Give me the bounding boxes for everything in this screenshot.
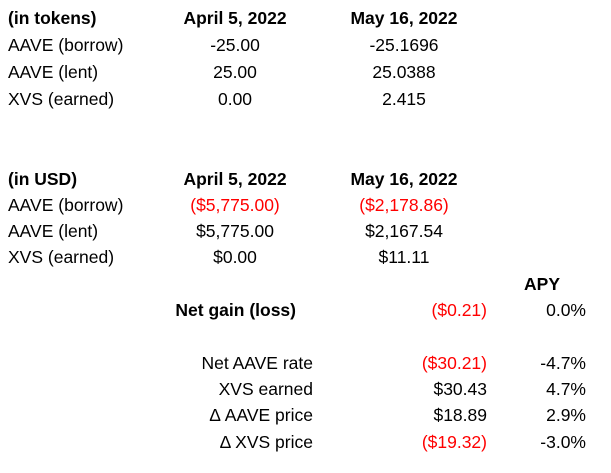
breakdown-value: $18.89 [433,405,487,425]
breakdown-apy: -4.7% [540,353,586,373]
usd-header-date2: May 16, 2022 [350,169,458,189]
tokens-row-label: AAVE (lent) [8,62,99,82]
usd-row-label: AAVE (borrow) [8,195,124,215]
breakdown-apy: 4.7% [546,379,586,399]
breakdown-apy: 2.9% [546,405,586,425]
breakdown-label: Net AAVE rate [201,353,313,373]
usd-row-label: AAVE (lent) [8,221,99,241]
breakdown-value: $30.43 [433,379,487,399]
breakdown-value: ($19.32) [421,432,487,452]
usd-row-value1: $0.00 [213,247,257,267]
tokens-row-value2: -25.1696 [369,35,439,55]
tokens-row-value2: 2.415 [382,89,426,109]
usd-header-date1: April 5, 2022 [183,169,287,189]
tokens-row-label: XVS (earned) [8,89,115,109]
net-gain-value: ($0.21) [431,300,487,320]
tokens-row-value2: 25.0388 [372,62,436,82]
breakdown-apy: -3.0% [540,432,586,452]
tokens-header-date2: May 16, 2022 [350,8,458,28]
tokens-row-label: AAVE (borrow) [8,35,124,55]
usd-header-label: (in USD) [8,169,78,189]
usd-row-value1: ($5,775.00) [190,195,280,215]
breakdown-label: XVS earned [218,379,313,399]
tokens-row-value1: 25.00 [213,62,257,82]
usd-row-value2: $2,167.54 [365,221,443,241]
tokens-header-date1: April 5, 2022 [183,8,287,28]
apy-header: APY [524,274,560,294]
usd-row-value1: $5,775.00 [196,221,274,241]
net-gain-label: Net gain (loss) [175,300,296,320]
breakdown-label: Δ XVS price [219,432,313,452]
tokens-row-value1: 0.00 [217,89,253,109]
usd-row-label: XVS (earned) [8,247,115,267]
tokens-row-value1: -25.00 [210,35,260,55]
breakdown-value: ($30.21) [421,353,487,373]
usd-row-value2: ($2,178.86) [359,195,449,215]
tokens-header-label: (in tokens) [8,8,97,28]
usd-row-value2: $11.11 [378,247,430,267]
net-gain-apy: 0.0% [546,300,586,320]
breakdown-label: Δ AAVE price [209,405,313,425]
